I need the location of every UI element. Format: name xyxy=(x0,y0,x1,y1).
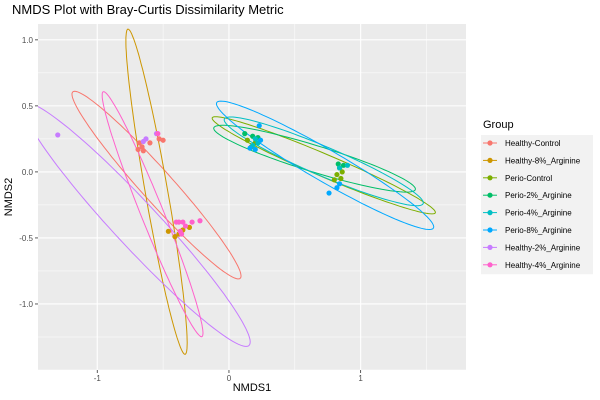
data-points xyxy=(55,123,351,240)
point-healthy-control xyxy=(160,137,166,143)
point-perio-4-arginine xyxy=(252,136,258,142)
point-perio-control xyxy=(331,177,337,183)
point-perio-8-arginine xyxy=(336,181,343,187)
legend-key-point xyxy=(487,157,493,163)
legend-key-point xyxy=(487,192,493,198)
point-healthy-2-arginine xyxy=(55,132,61,138)
point-healthy-8-arginine xyxy=(172,234,178,240)
point-healthy-4-arginine xyxy=(197,218,203,224)
point-perio-control xyxy=(334,171,340,178)
y-axis-title: NMDS2 xyxy=(3,178,15,217)
x-tick-label: -1 xyxy=(94,374,102,383)
ellipse-healthy-4-arginine xyxy=(101,91,204,338)
point-perio-4-arginine xyxy=(336,165,343,171)
ellipse-perio-control xyxy=(211,116,436,215)
point-perio-8-arginine xyxy=(256,123,262,129)
point-perio-2-arginine xyxy=(340,162,347,168)
point-perio-control xyxy=(339,169,345,175)
point-perio-8-arginine xyxy=(247,145,253,151)
point-healthy-control xyxy=(140,148,146,154)
chart-title: NMDS Plot with Bray-Curtis Dissimilarity… xyxy=(12,2,284,17)
point-perio-8-arginine xyxy=(326,190,332,196)
point-healthy-2-arginine xyxy=(140,138,146,145)
point-perio-8-arginine xyxy=(252,146,258,153)
y-tick-label: 0.0 xyxy=(22,168,34,177)
legend-key-point xyxy=(487,140,493,146)
ellipse-healthy-2-arginine xyxy=(38,106,251,347)
point-healthy-8-arginine xyxy=(186,224,193,230)
ellipse-perio-4-arginine xyxy=(223,116,424,207)
point-healthy-control xyxy=(135,146,141,153)
legend-key-point xyxy=(487,210,493,216)
ellipse-healthy-8-arginine xyxy=(125,28,188,355)
y-tick-label: 1.0 xyxy=(22,36,34,45)
legend-title: Group xyxy=(483,119,514,131)
legend-label: Perio-8%_Arginine xyxy=(505,226,572,235)
x-tick-label: 0 xyxy=(227,374,232,383)
point-healthy-4-arginine xyxy=(177,228,183,234)
legend-label: Healthy-4%_Arginine xyxy=(505,261,581,270)
confidence-ellipses xyxy=(38,28,436,355)
legend-key-point xyxy=(487,262,493,268)
point-healthy-control xyxy=(156,136,162,142)
legend-key-background xyxy=(481,135,593,275)
ellipse-perio-8-arginine xyxy=(216,100,435,231)
legend-label: Perio-4%_Arginine xyxy=(505,209,572,218)
y-tick-label: -0.5 xyxy=(19,234,33,243)
legend-key-point xyxy=(487,227,493,233)
ellipse-healthy-control xyxy=(71,90,242,280)
point-healthy-control xyxy=(136,140,143,146)
point-perio-8-arginine xyxy=(334,185,340,191)
legend: Group Healthy-Control Healthy-8%_Arginine… xyxy=(481,119,593,275)
point-healthy-4-arginine xyxy=(189,219,195,225)
legend-key-point xyxy=(487,175,493,181)
point-healthy-4-arginine xyxy=(173,219,179,225)
point-perio-2-arginine xyxy=(335,161,341,167)
point-healthy-4-arginine xyxy=(155,131,161,137)
legend-label: Healthy-8%_Arginine xyxy=(505,156,581,165)
ellipse-perio-2-arginine xyxy=(213,124,416,193)
grid-lines xyxy=(38,24,466,371)
point-healthy-4-arginine xyxy=(182,223,189,229)
legend-label: Healthy-Control xyxy=(505,139,561,148)
y-tick-label: -1.0 xyxy=(19,300,33,309)
point-perio-4-arginine xyxy=(344,162,351,168)
legend-label: Perio-Control xyxy=(505,174,552,183)
point-healthy-control xyxy=(139,144,145,150)
point-healthy-4-arginine xyxy=(180,219,186,225)
point-perio-control xyxy=(244,137,250,143)
x-tick-label: 1 xyxy=(358,374,363,383)
axis-ticks: -1 0 1 -1.0 -0.5 0.0 0.5 1.0 xyxy=(19,36,363,383)
point-healthy-control xyxy=(147,140,153,146)
legend-key-point xyxy=(487,244,493,250)
point-healthy-8-arginine xyxy=(165,228,171,234)
point-perio-control xyxy=(338,175,344,182)
plot-panel xyxy=(38,24,466,370)
y-tick-label: 0.5 xyxy=(22,102,34,111)
legend-label: Healthy-2%_Arginine xyxy=(505,243,581,252)
point-perio-8-arginine xyxy=(257,137,264,143)
x-axis-title: NMDS1 xyxy=(233,382,272,394)
point-perio-2-arginine xyxy=(242,131,248,137)
legend-label: Perio-2%_Arginine xyxy=(505,191,572,200)
